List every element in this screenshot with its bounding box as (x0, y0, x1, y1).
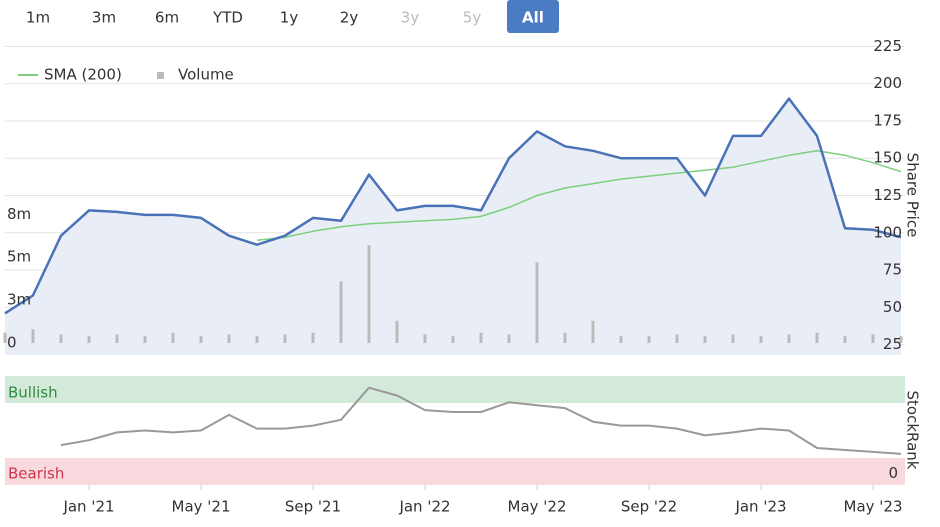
sma-line (256, 150, 902, 241)
volume-bar (87, 336, 91, 343)
volume-bar (171, 332, 175, 343)
volume-bar (423, 334, 427, 343)
price-tick-label: 175 (873, 111, 902, 129)
volume-bar (395, 320, 399, 343)
bearish-band (5, 458, 905, 485)
volume-bar (451, 336, 455, 343)
range-button-label: 1y (280, 9, 299, 27)
volume-bar (507, 334, 511, 343)
volume-bar (31, 329, 35, 343)
volume-bar (339, 281, 343, 343)
volume-bar (787, 334, 791, 343)
price-tick-label: 50 (883, 298, 902, 316)
volume-bar (843, 336, 847, 343)
price-tick-label: 150 (873, 149, 902, 167)
range-button-label: 1m (26, 9, 50, 27)
volume-bar (227, 334, 231, 343)
volume-tick-label: 3m (7, 291, 31, 309)
volume-bar (871, 334, 875, 343)
range-button-label: All (522, 9, 544, 27)
volume-bar (815, 332, 819, 343)
volume-bar (3, 332, 7, 343)
range-button-label: 6m (155, 9, 179, 27)
range-button-label: 3y (401, 9, 420, 27)
price-axis-title: Share Price (904, 153, 922, 238)
bearish-label: Bearish (8, 465, 64, 483)
rank-axis-title: StockRank (904, 391, 922, 470)
volume-bar (255, 336, 259, 343)
volume-bar (731, 334, 735, 343)
volume-bar (479, 332, 483, 343)
volume-bar (591, 320, 595, 343)
range-button[interactable]: 3m (92, 9, 116, 27)
volume-bar (367, 245, 371, 343)
volume-bar (143, 336, 147, 343)
legend-volume-swatch (157, 72, 164, 79)
bullish-label: Bullish (8, 384, 58, 402)
bullish-band (5, 376, 905, 403)
range-button-bg (507, 0, 559, 33)
price-tick-label: 125 (873, 186, 902, 204)
range-button[interactable]: 6m (155, 9, 179, 27)
x-tick-label: May '23 (844, 498, 903, 516)
x-tick-label: Jan '21 (62, 498, 114, 516)
price-line-area (5, 98, 901, 355)
volume-bar (115, 334, 119, 343)
volume-bar (619, 336, 623, 343)
range-button[interactable]: 2y (340, 9, 359, 27)
price-tick-label: 75 (883, 261, 902, 279)
volume-bar (283, 334, 287, 343)
volume-bar (647, 336, 651, 343)
price-tick-label: 100 (873, 223, 902, 241)
range-button: 5y (463, 9, 482, 27)
x-tick-label: May '22 (508, 498, 567, 516)
x-tick-label: Jan '22 (398, 498, 450, 516)
range-button[interactable]: All (507, 0, 559, 33)
volume-bar (675, 334, 679, 343)
volume-bar (899, 336, 903, 343)
legend-volume[interactable]: Volume (178, 66, 234, 84)
price-tick-label: 225 (873, 37, 902, 55)
price-tick-label: 200 (873, 74, 902, 92)
stockrank-line (60, 386, 902, 455)
volume-bar (311, 332, 315, 343)
volume-bar (59, 334, 63, 343)
volume-bar (199, 336, 203, 343)
x-tick-label: Jan '23 (734, 498, 786, 516)
range-button[interactable]: 1m (26, 9, 50, 27)
range-button[interactable]: YTD (212, 9, 243, 27)
volume-tick-label: 0 (7, 333, 17, 351)
volume-bar (703, 336, 707, 343)
range-button-label: 5y (463, 9, 482, 27)
range-button[interactable]: 1y (280, 9, 299, 27)
rank-tick-label: 0 (888, 464, 898, 482)
legend-sma[interactable]: SMA (200) (44, 66, 122, 84)
price-tick-label: 25 (883, 335, 902, 353)
price-line (4, 97, 902, 315)
range-button-label: 3m (92, 9, 116, 27)
range-button: 3y (401, 9, 420, 27)
volume-tick-label: 8m (7, 205, 31, 223)
volume-tick-label: 5m (7, 248, 31, 266)
volume-bar (563, 332, 567, 343)
x-tick-label: May '21 (172, 498, 231, 516)
x-tick-label: Sep '21 (285, 498, 341, 516)
volume-bar (535, 262, 539, 343)
x-tick-label: Sep '22 (621, 498, 677, 516)
range-button-label: 2y (340, 9, 359, 27)
volume-bar (759, 336, 763, 343)
range-button-label: YTD (212, 9, 243, 27)
